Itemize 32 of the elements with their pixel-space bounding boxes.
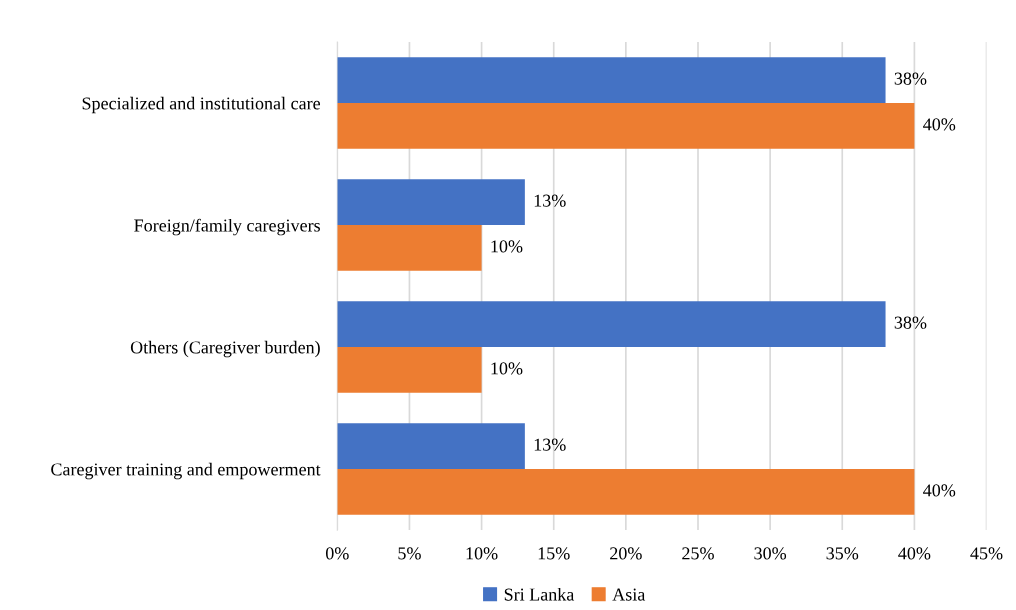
x-tick-label: 15% [538, 547, 570, 560]
bar [337, 301, 886, 348]
x-tick-label: 45% [970, 547, 1003, 560]
y-tick-label: Others (Caregiver burden) [130, 340, 320, 358]
data-label: 13% [534, 438, 566, 451]
legend-label: Sri Lanka [504, 587, 575, 601]
bar [337, 423, 525, 470]
data-label: 40% [923, 484, 956, 497]
bar [337, 179, 525, 226]
bar [337, 347, 482, 393]
y-tick-label: Caregiver training and empowerment [51, 462, 321, 480]
bar [337, 103, 915, 149]
x-tick-label: 40% [898, 547, 931, 560]
legend-label: Asia [612, 588, 646, 601]
x-tick-label: 25% [682, 547, 714, 560]
x-tick-label: 30% [754, 547, 787, 560]
data-label: 13% [534, 194, 566, 207]
x-tick-label: 35% [826, 547, 859, 560]
data-label: 10% [491, 240, 523, 253]
data-label: 40% [923, 118, 956, 131]
x-tick-label: 0% [325, 547, 349, 560]
bar [337, 469, 915, 515]
x-tick-label: 20% [610, 547, 642, 560]
x-tick-label: 10% [466, 547, 498, 560]
data-label: 38% [894, 316, 927, 329]
data-label: 10% [491, 362, 523, 375]
x-tick-label: 5% [398, 547, 421, 560]
data-label: 38% [894, 72, 927, 85]
bar [337, 57, 886, 104]
bar [337, 225, 482, 271]
y-tick-label: Foreign/family caregivers [134, 218, 320, 236]
y-tick-label: Specialized and institutional care [82, 96, 321, 114]
